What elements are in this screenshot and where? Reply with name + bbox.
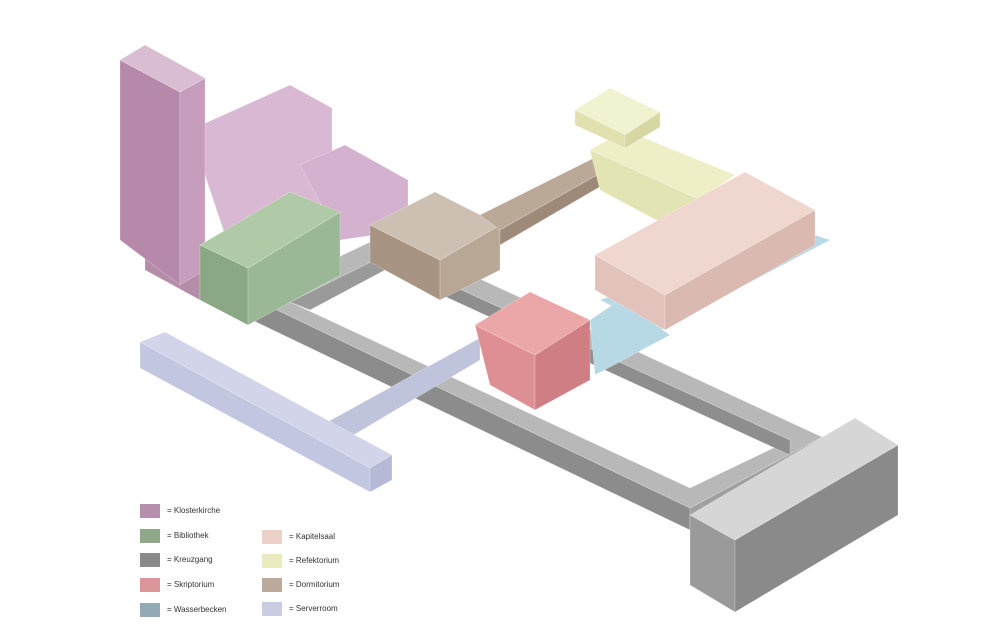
grey-box [689,417,899,613]
legend-swatch [262,530,282,544]
legend-label: = Bibliothek [167,531,210,540]
legend-label: = Kreuzgang [167,555,213,564]
kapitelsaal [594,171,816,331]
skriptorium [474,291,591,411]
bibliothek [199,191,341,326]
legend-swatch [140,529,160,543]
refektorium [574,87,736,223]
legend-swatch [262,602,282,616]
legend-label: = Serverroom [289,604,338,613]
legend-label: = Kapitelsaal [289,532,335,541]
legend-label: = Skriptorium [167,580,215,589]
legend: = Klosterkirche = Bibliothek = Kreuzgang = … [140,504,340,617]
legend-swatch [140,553,160,567]
legend-label: = Refektorium [289,556,339,565]
dormitorium [369,149,621,301]
legend-swatch [140,578,160,592]
serverroom [139,331,481,493]
legend-swatch [262,554,282,568]
legend-swatch [140,504,160,518]
legend-label: = Wasserbecken [167,605,227,614]
legend-label: = Klosterkirche [167,506,221,515]
legend-swatch [262,578,282,592]
legend-label: = Dormitorium [289,580,340,589]
legend-swatch [140,603,160,617]
